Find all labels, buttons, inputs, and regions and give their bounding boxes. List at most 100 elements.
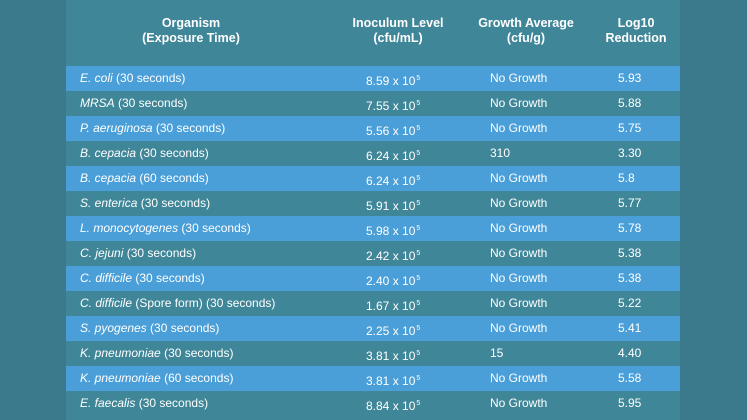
organism-cell: C. difficile (Spore form) (30 seconds) [80, 291, 275, 316]
exposure-time: (30 seconds) [132, 271, 205, 285]
organism-name: C. jejuni [80, 246, 124, 260]
organism-cell: S. enterica (30 seconds) [80, 191, 210, 216]
exposure-time: (30 seconds) [152, 121, 226, 135]
inoculum-value: 3.81 x 10 [366, 374, 416, 388]
organism-cell: MRSA (30 seconds) [80, 91, 187, 116]
exposure-time: (30 seconds) [135, 396, 209, 410]
exposure-time: (30 seconds) [146, 321, 220, 335]
organism-cell: C. difficile (30 seconds) [80, 266, 205, 291]
inoculum-cell: 2.40 x 105 [366, 266, 420, 291]
exposure-time: (30 seconds) [137, 196, 211, 210]
table-row: MRSA (30 seconds) 7.55 x 105 No Growth 5.88 [66, 91, 680, 116]
growth-cell: No Growth [490, 271, 548, 285]
header-inoculum-title: Inoculum Level [352, 16, 444, 30]
table-row: C. jejuni (30 seconds) 2.42 x 105 No Growt… [66, 241, 680, 266]
exposure-time: (30 seconds) [136, 146, 209, 160]
inoculum-cell: 3.81 x 105 [366, 366, 420, 391]
inoculum-cell: 2.42 x 105 [366, 241, 420, 266]
log-reduction-cell: 5.88 [618, 96, 642, 110]
header-growth: Growth Average (cfu/g) [466, 16, 586, 46]
growth-cell: No Growth [490, 371, 548, 385]
organism-name: E. faecalis [80, 396, 136, 410]
organism-name: K. pneumoniae [80, 346, 161, 360]
organism-cell: K. pneumoniae (30 seconds) [80, 341, 233, 366]
exposure-time: (30 seconds) [114, 96, 188, 110]
organism-cell: L. monocytogenes (30 seconds) [80, 216, 251, 241]
table-row: L. monocytogenes (30 seconds) 5.98 x 105 N… [66, 216, 680, 241]
exposure-time: (60 seconds) [136, 171, 209, 185]
inoculum-exponent: 5 [416, 150, 421, 157]
inoculum-cell: 3.81 x 105 [366, 341, 420, 366]
log-reduction-cell: 5.38 [618, 271, 642, 285]
organism-name: C. difficile [80, 271, 133, 285]
organism-name: S. enterica [80, 196, 138, 210]
organism-name: MRSA [80, 96, 115, 110]
table-row: C. difficile (Spore form) (30 seconds) 1.… [66, 291, 680, 316]
log-reduction-cell: 5.77 [618, 196, 642, 210]
inoculum-exponent: 5 [416, 325, 421, 332]
table-row: B. cepacia (60 seconds) 6.24 x 105 No Grow… [66, 166, 680, 191]
growth-cell: 310 [490, 146, 511, 160]
table-body: E. coli (30 seconds) 8.59 x 105 No Growth 5… [66, 66, 680, 416]
exposure-time: (Spore form) (30 seconds) [132, 296, 276, 310]
header-inoculum: Inoculum Level (cfu/mL) [328, 16, 468, 46]
organism-name: B. cepacia [80, 171, 137, 185]
growth-cell: No Growth [490, 296, 548, 310]
growth-cell: No Growth [490, 121, 548, 135]
header-log-title: Log10 [617, 16, 655, 30]
inoculum-cell: 7.55 x 105 [366, 91, 420, 116]
inoculum-value: 8.84 x 10 [366, 399, 416, 413]
organism-name: L. monocytogenes [80, 221, 179, 235]
growth-cell: No Growth [490, 321, 548, 335]
inoculum-exponent: 5 [416, 375, 421, 382]
header-organism: Organism (Exposure Time) [66, 16, 316, 46]
organism-cell: S. pyogenes (30 seconds) [80, 316, 219, 341]
table-row: E. coli (30 seconds) 8.59 x 105 No Growth 5… [66, 66, 680, 91]
organism-name: B. cepacia [80, 146, 137, 160]
header-organism-subtitle: (Exposure Time) [142, 31, 240, 45]
table-header: Organism (Exposure Time) Inoculum Level … [66, 0, 680, 60]
log-reduction-cell: 4.40 [618, 346, 642, 360]
inoculum-value: 3.81 x 10 [366, 349, 416, 363]
log-reduction-cell: 5.78 [618, 221, 642, 235]
inoculum-cell: 5.98 x 105 [366, 216, 420, 241]
organism-cell: B. cepacia (60 seconds) [80, 166, 209, 191]
organism-name: S. pyogenes [80, 321, 147, 335]
log-reduction-cell: 5.38 [618, 246, 642, 260]
log-reduction-cell: 5.58 [618, 371, 642, 385]
organism-cell: C. jejuni (30 seconds) [80, 241, 196, 266]
table-row: C. difficile (30 seconds) 2.40 x 105 No Gr… [66, 266, 680, 291]
inoculum-cell: 6.24 x 105 [366, 166, 420, 191]
log-reduction-cell: 5.95 [618, 396, 642, 410]
inoculum-cell: 1.67 x 105 [366, 291, 420, 316]
header-growth-title: Growth Average [478, 16, 574, 30]
header-log-subtitle: Reduction [605, 31, 667, 45]
inoculum-value: 5.98 x 10 [366, 224, 416, 238]
table-row: P. aeruginosa (30 seconds) 5.56 x 105 No G… [66, 116, 680, 141]
inoculum-value: 2.25 x 10 [366, 324, 416, 338]
log-reduction-cell: 5.41 [618, 321, 642, 335]
log-reduction-cell: 5.22 [618, 296, 642, 310]
inoculum-exponent: 5 [416, 75, 421, 82]
inoculum-exponent: 5 [416, 250, 421, 257]
organism-cell: E. faecalis (30 seconds) [80, 391, 208, 416]
growth-cell: No Growth [490, 171, 548, 185]
inoculum-cell: 5.56 x 105 [366, 116, 420, 141]
log-reduction-cell: 3.30 [618, 146, 642, 160]
inoculum-value: 2.42 x 10 [366, 249, 416, 263]
inoculum-cell: 6.24 x 105 [366, 141, 420, 166]
table-row: S. pyogenes (30 seconds) 2.25 x 105 No Gro… [66, 316, 680, 341]
log-reduction-cell: 5.8 [618, 171, 635, 185]
inoculum-value: 5.91 x 10 [366, 199, 416, 213]
inoculum-exponent: 5 [416, 125, 421, 132]
growth-cell: No Growth [490, 96, 548, 110]
inoculum-value: 1.67 x 10 [366, 299, 416, 313]
inoculum-exponent: 5 [416, 350, 421, 357]
inoculum-exponent: 5 [416, 275, 421, 282]
inoculum-value: 5.56 x 10 [366, 124, 416, 138]
organism-name: C. difficile [80, 296, 133, 310]
exposure-time: (30 seconds) [160, 346, 234, 360]
growth-cell: No Growth [490, 71, 548, 85]
inoculum-exponent: 5 [416, 400, 421, 407]
header-inoculum-unit: (cfu/mL) [373, 31, 423, 45]
